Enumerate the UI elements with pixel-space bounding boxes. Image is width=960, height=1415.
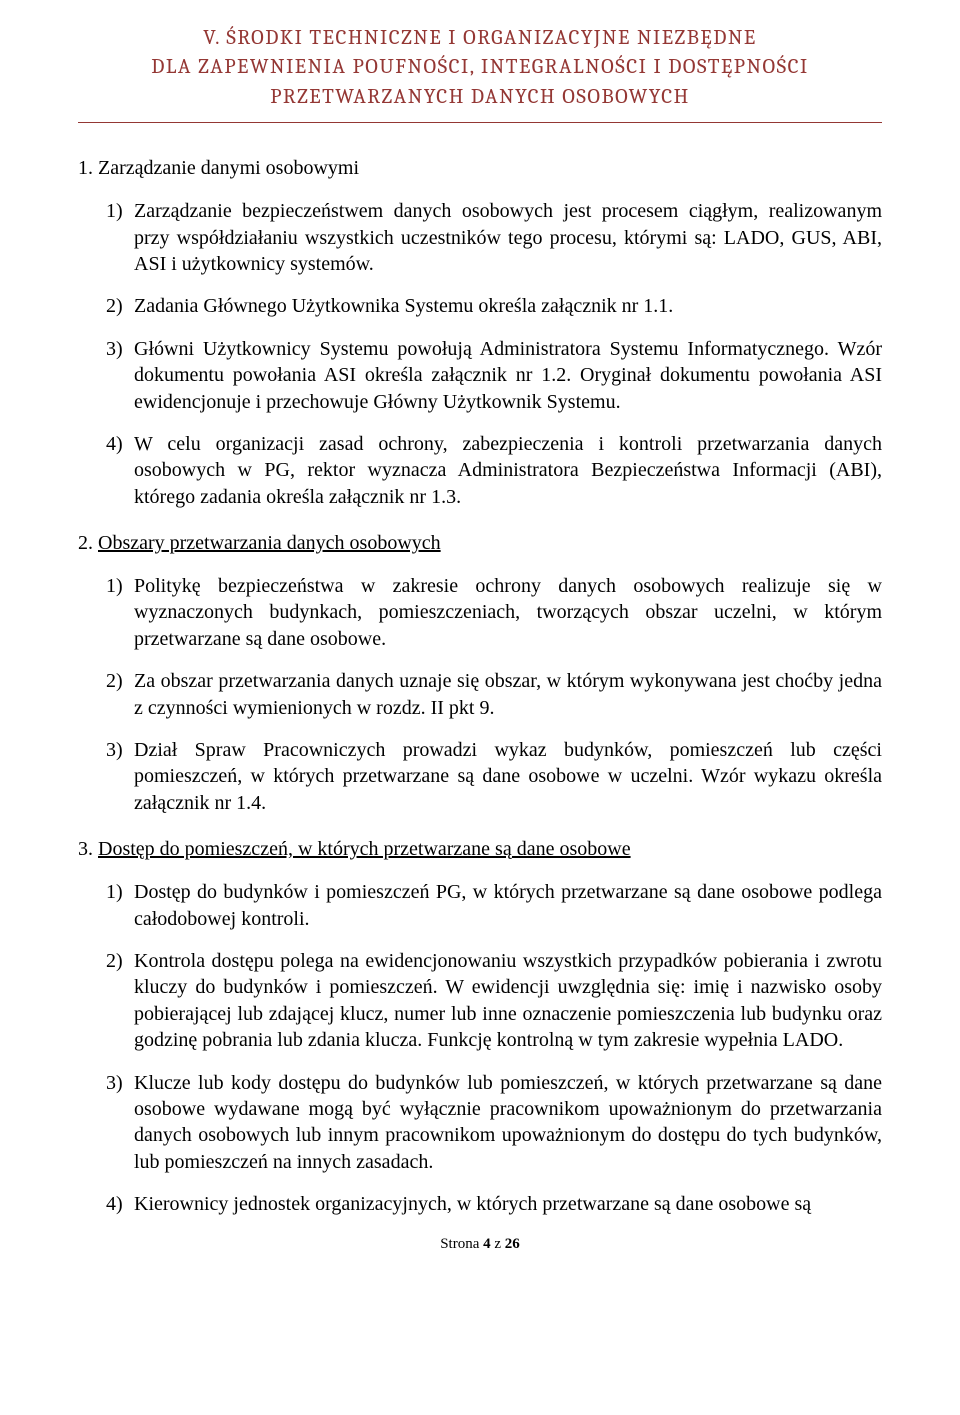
section-list: 1)Zarządzanie bezpieczeństwem danych oso… — [78, 198, 882, 510]
list-item-text: Politykę bezpieczeństwa w zakresie ochro… — [134, 573, 882, 652]
list-item-text: Kierownicy jednostek organizacyjnych, w … — [134, 1191, 882, 1217]
list-item-marker: 3) — [106, 737, 134, 816]
list-item-marker: 1) — [106, 573, 134, 652]
list-item: 1)Politykę bezpieczeństwa w zakresie och… — [106, 573, 882, 652]
list-item: 3)Dział Spraw Pracowniczych prowadzi wyk… — [106, 737, 882, 816]
section-number: 1. — [78, 157, 98, 179]
list-item: 4)Kierownicy jednostek organizacyjnych, … — [106, 1191, 882, 1217]
list-item-marker: 2) — [106, 293, 134, 319]
list-item-marker: 2) — [106, 948, 134, 1054]
list-item-marker: 2) — [106, 668, 134, 721]
document-body: 1. Zarządzanie danymi osobowymi1)Zarządz… — [78, 157, 882, 1217]
section-heading: 1. Zarządzanie danymi osobowymi — [78, 157, 882, 180]
list-item: 1)Zarządzanie bezpieczeństwem danych oso… — [106, 198, 882, 277]
list-item: 3)Klucze lub kody dostępu do budynków lu… — [106, 1070, 882, 1176]
section-number: 3. — [78, 838, 98, 860]
section-title: Obszary przetwarzania danych osobowych — [98, 532, 441, 554]
document-page: V. ŚRODKI TECHNICZNE I ORGANIZACYJNE NIE… — [0, 0, 960, 1273]
list-item-text: Klucze lub kody dostępu do budynków lub … — [134, 1070, 882, 1176]
list-item-text: Główni Użytkownicy Systemu powołują Admi… — [134, 336, 882, 415]
section-list: 1)Politykę bezpieczeństwa w zakresie och… — [78, 573, 882, 816]
list-item: 1)Dostęp do budynków i pomieszczeń PG, w… — [106, 879, 882, 932]
footer-prefix: Strona — [440, 1236, 483, 1252]
footer-page-current: 4 — [483, 1236, 491, 1252]
list-item-text: Dostęp do budynków i pomieszczeń PG, w k… — [134, 879, 882, 932]
list-item-marker: 1) — [106, 879, 134, 932]
list-item-marker: 4) — [106, 431, 134, 510]
page-footer: Strona 4 z 26 — [78, 1236, 882, 1253]
list-item: 4)W celu organizacji zasad ochrony, zabe… — [106, 431, 882, 510]
section-title: Zarządzanie danymi osobowymi — [98, 157, 359, 179]
list-item-text: Zadania Głównego Użytkownika Systemu okr… — [134, 293, 882, 319]
list-item-marker: 1) — [106, 198, 134, 277]
list-item-marker: 4) — [106, 1191, 134, 1217]
section-heading: 3. Dostęp do pomieszczeń, w których prze… — [78, 838, 882, 861]
header-line-1: V. ŚRODKI TECHNICZNE I ORGANIZACYJNE NIE… — [78, 24, 882, 53]
section-title: Dostęp do pomieszczeń, w których przetwa… — [98, 838, 631, 860]
list-item-text: W celu organizacji zasad ochrony, zabezp… — [134, 431, 882, 510]
list-item: 3)Główni Użytkownicy Systemu powołują Ad… — [106, 336, 882, 415]
header-line-3: PRZETWARZANYCH DANYCH OSOBOWYCH — [78, 83, 882, 112]
list-item-text: Kontrola dostępu polega na ewidencjonowa… — [134, 948, 882, 1054]
header-line-2: DLA ZAPEWNIENIA POUFNOŚCI, INTEGRALNOŚCI… — [78, 53, 882, 82]
footer-page-total: 26 — [505, 1236, 520, 1252]
section-number: 2. — [78, 532, 98, 554]
list-item-text: Zarządzanie bezpieczeństwem danych osobo… — [134, 198, 882, 277]
list-item: 2)Zadania Głównego Użytkownika Systemu o… — [106, 293, 882, 319]
footer-mid: z — [491, 1236, 505, 1252]
list-item-marker: 3) — [106, 1070, 134, 1176]
list-item-marker: 3) — [106, 336, 134, 415]
list-item-text: Dział Spraw Pracowniczych prowadzi wykaz… — [134, 737, 882, 816]
section-list: 1)Dostęp do budynków i pomieszczeń PG, w… — [78, 879, 882, 1217]
list-item: 2)Za obszar przetwarzania danych uznaje … — [106, 668, 882, 721]
list-item-text: Za obszar przetwarzania danych uznaje si… — [134, 668, 882, 721]
list-item: 2)Kontrola dostępu polega na ewidencjono… — [106, 948, 882, 1054]
section-heading: 2. Obszary przetwarzania danych osobowyc… — [78, 532, 882, 555]
section-header: V. ŚRODKI TECHNICZNE I ORGANIZACYJNE NIE… — [78, 24, 882, 123]
